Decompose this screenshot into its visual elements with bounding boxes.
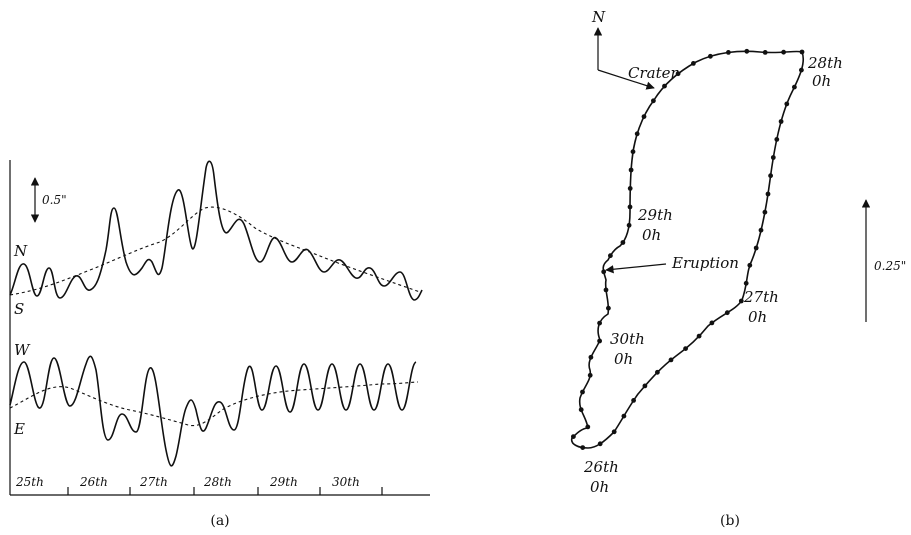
loop-dot <box>784 101 790 107</box>
loop-dot <box>762 209 768 215</box>
loop-dot <box>641 114 647 119</box>
panel-b: N Crater Eruption 28th 0h 29th 0h 27th 0… <box>570 8 906 529</box>
loop-dot <box>799 67 804 73</box>
ns-trace <box>9 160 423 301</box>
loop-dot <box>642 383 648 389</box>
loop-dot <box>753 245 759 251</box>
loop-dot <box>628 167 634 173</box>
loop-dot <box>768 173 773 179</box>
time-label-29th-day: 29th <box>637 206 673 224</box>
loop-dot <box>626 222 632 228</box>
loop-dot <box>627 186 633 191</box>
loop-dot <box>578 407 584 413</box>
time-label-26th-day: 26th <box>583 458 619 476</box>
loop-dot <box>744 48 750 54</box>
loop-dot <box>631 398 636 403</box>
loop-dot <box>597 441 603 447</box>
loop-dot <box>668 357 674 363</box>
loop-dot <box>634 131 640 137</box>
ns-trend <box>9 206 421 296</box>
loop-dot <box>758 227 764 233</box>
loop-dot <box>762 50 768 55</box>
eruption-arrow <box>605 263 667 274</box>
loop-dot <box>662 83 667 89</box>
loop-dot <box>621 413 627 419</box>
time-label-30th-hour: 0h <box>614 350 633 368</box>
loop-dot <box>747 262 753 268</box>
time-label-29th-hour: 0h <box>642 226 661 244</box>
loop-dot <box>588 354 594 360</box>
eruption-label: Eruption <box>671 254 739 272</box>
loop-dot <box>778 119 784 124</box>
loop-dot <box>606 305 611 311</box>
day-label-30: 30th <box>332 475 360 489</box>
crater-label: Crater <box>628 64 678 82</box>
loop-dot <box>696 333 702 339</box>
loop-dot <box>571 434 576 439</box>
loop-dot <box>743 280 749 286</box>
loop-dot <box>580 445 586 450</box>
tilt-loop <box>570 50 805 449</box>
time-label-27th-hour: 0h <box>748 308 767 326</box>
loop-dot <box>781 49 786 55</box>
loop-dot <box>587 372 593 378</box>
panel-a: 0.5" N S W E 25th 26th 27th 28th 29th 30… <box>9 160 430 529</box>
label-w: W <box>14 341 31 359</box>
day-label-27: 27th <box>139 475 168 489</box>
loop-dots <box>571 48 805 450</box>
loop-dot <box>597 320 602 326</box>
loop-dot <box>792 84 797 90</box>
loop-dot <box>799 49 805 55</box>
time-label-27th-day: 27th <box>743 288 779 306</box>
loop-dot <box>608 253 613 259</box>
day-labels: 25th 26th 27th 28th 29th 30th <box>15 475 360 489</box>
time-label-28th-day: 28th <box>807 54 843 72</box>
time-label-26th-hour: 0h <box>590 478 609 496</box>
loop-dot <box>691 61 696 66</box>
loop-dot <box>611 429 617 435</box>
we-trace <box>9 355 417 467</box>
day-ticks <box>67 487 383 495</box>
loop-dot <box>765 191 771 197</box>
loop-dot <box>675 71 681 77</box>
loop-dot <box>601 269 607 275</box>
loop-dot <box>774 137 780 142</box>
label-n: N <box>13 242 28 260</box>
loop-dot <box>603 287 609 293</box>
day-label-25: 25th <box>15 475 44 489</box>
scale-label-b: 0.25" <box>874 259 906 273</box>
day-label-26: 26th <box>79 475 108 489</box>
loop-dot <box>620 240 626 245</box>
time-label-30th-day: 30th <box>610 330 645 348</box>
loop-dot <box>708 53 713 59</box>
loop-dot <box>651 98 656 104</box>
crater-arrow <box>597 69 655 90</box>
loop-dot <box>709 320 715 326</box>
loop-dot <box>580 389 585 395</box>
loop-dot <box>738 298 744 304</box>
loop-dot <box>655 369 660 375</box>
loop-dot <box>726 50 731 55</box>
day-label-28: 28th <box>203 475 232 489</box>
loop-dot <box>585 424 591 430</box>
caption-a: (a) <box>210 513 229 529</box>
scale-label-a: 0.5" <box>42 193 67 207</box>
loop-dot <box>630 149 636 155</box>
time-label-28th-hour: 0h <box>812 72 831 90</box>
loop-dot <box>597 338 602 344</box>
loop-dot <box>724 310 730 316</box>
loop-dot <box>770 155 776 160</box>
label-s: S <box>14 300 24 318</box>
loop-dot <box>683 346 688 351</box>
day-label-29: 29th <box>269 475 298 489</box>
label-e: E <box>13 420 25 438</box>
we-trend <box>9 381 419 426</box>
north-label: N <box>591 8 606 26</box>
loop-dot <box>627 204 633 210</box>
caption-b: (b) <box>720 513 740 529</box>
